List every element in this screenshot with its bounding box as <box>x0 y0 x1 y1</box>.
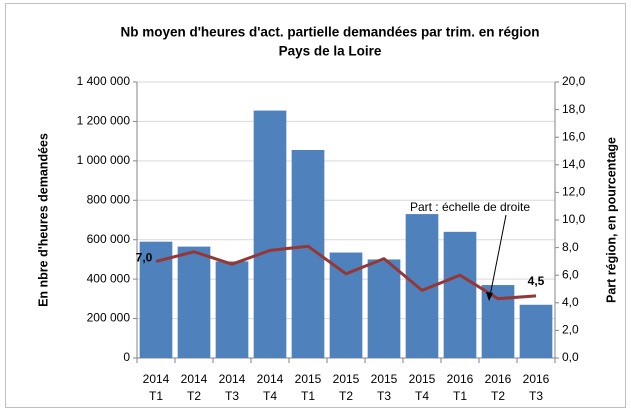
y2-tick-label: 20,0 <box>562 74 586 88</box>
y2-tick-label: 6,0 <box>562 267 579 281</box>
x-tick-label: T4 <box>415 389 429 403</box>
x-tick-label: 2016 <box>523 372 550 386</box>
x-tick-label: T1 <box>149 389 163 403</box>
y2-tick-label: 4,0 <box>562 295 579 309</box>
x-tick-label: 2014 <box>181 372 208 386</box>
annotation-arrowhead <box>486 292 493 301</box>
bar <box>443 231 477 358</box>
bar <box>519 304 553 358</box>
y-tick-label: 1 000 000 <box>77 153 131 167</box>
bar <box>481 285 515 358</box>
y2-axis-title: Part région, en pourcentage <box>604 137 618 303</box>
y2-tick-label: 0,0 <box>562 350 579 364</box>
chart-title: Nb moyen d'heures d'act. partielle deman… <box>120 25 539 40</box>
y2-tick-label: 14,0 <box>562 157 586 171</box>
data-label: 7,0 <box>136 251 153 265</box>
y2-tick-label: 10,0 <box>562 212 586 226</box>
line <box>155 244 537 301</box>
y-tick-label: 200 000 <box>87 311 131 325</box>
y-tick-label: 400 000 <box>87 271 131 285</box>
bar <box>253 110 287 358</box>
annotation-arrow <box>489 214 507 297</box>
x-tick-label: T3 <box>529 389 543 403</box>
x-tick-label: T4 <box>263 389 277 403</box>
y-tick-label: 1 400 000 <box>77 74 131 88</box>
chart-title: Pays de la Loire <box>279 44 382 59</box>
y2-tick-label: 2,0 <box>562 323 579 337</box>
x-tick-label: 2015 <box>409 372 436 386</box>
x-tick-label: 2015 <box>295 372 322 386</box>
x-tick-label: T3 <box>377 389 391 403</box>
y-tick-label: 600 000 <box>87 232 131 246</box>
y-tick-label: 0 <box>123 350 130 364</box>
data-label: 4,5 <box>528 274 545 288</box>
x-tick-label: 2015 <box>371 372 398 386</box>
x-tick-label: T3 <box>225 389 239 403</box>
y2-tick-label: 16,0 <box>562 129 586 143</box>
x-tick-label: 2014 <box>143 372 170 386</box>
y-tick-label: 1 200 000 <box>77 114 131 128</box>
annotation: Part : échelle de droite <box>410 200 530 214</box>
x-tick-label: T2 <box>339 389 353 403</box>
x-tick-label: 2015 <box>333 372 360 386</box>
x-tick-label: T1 <box>453 389 467 403</box>
x-tick-label: 2014 <box>257 372 284 386</box>
y2-tick-label: 8,0 <box>562 240 579 254</box>
x-tick-label: 2014 <box>219 372 246 386</box>
y-axis-title: En nbre d'heures demandées <box>36 133 50 307</box>
x-tick-label: 2016 <box>447 372 474 386</box>
x-tick-label: T2 <box>491 389 505 403</box>
bar <box>177 246 211 358</box>
y2-tick-label: 12,0 <box>562 185 586 199</box>
x-tick-label: 2016 <box>485 372 512 386</box>
x-tick-label: T2 <box>187 389 201 403</box>
y-tick-label: 800 000 <box>87 192 131 206</box>
y2-tick-label: 18,0 <box>562 102 586 116</box>
bar <box>215 261 249 358</box>
bar <box>367 259 401 358</box>
x-tick-label: T1 <box>301 389 315 403</box>
